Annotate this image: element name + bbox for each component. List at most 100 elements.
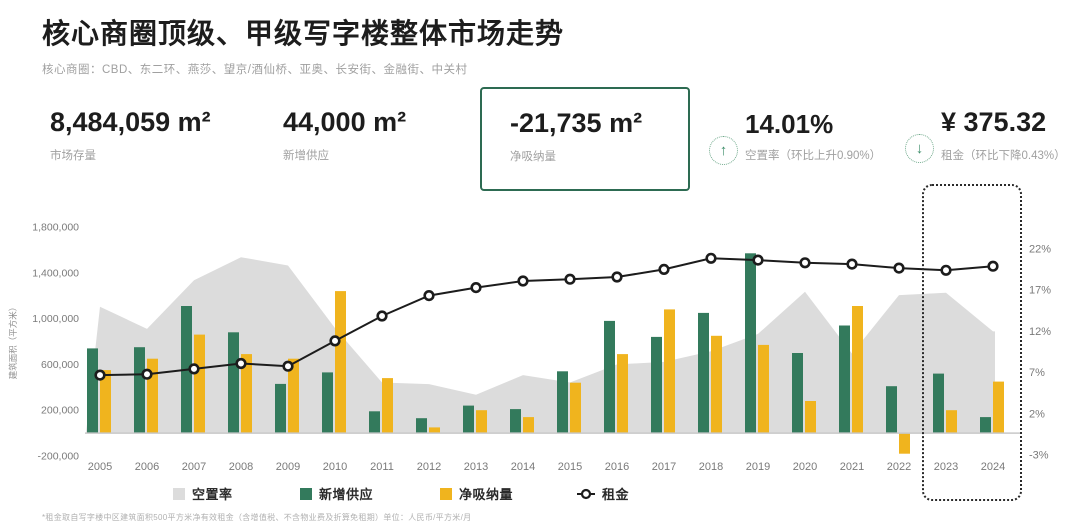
rent-point-2017[interactable] — [658, 263, 670, 276]
legend-item-rent[interactable]: 租金 — [577, 484, 629, 503]
bar-new-supply-2020[interactable] — [792, 353, 803, 434]
bar-net-absorption-2009[interactable] — [288, 358, 299, 434]
bar-new-supply-2009[interactable] — [275, 383, 286, 434]
legend-label: 新增供应 — [319, 487, 374, 502]
rent-point-2013[interactable] — [470, 282, 482, 294]
bar-new-supply-2021[interactable] — [839, 325, 850, 434]
legend-label: 租金 — [602, 487, 630, 502]
bar-new-supply-2014[interactable] — [510, 409, 521, 434]
x-tick-2020: 2020 — [793, 461, 817, 473]
bar-new-supply-2006[interactable] — [134, 347, 145, 434]
rent-point-2006[interactable] — [141, 368, 153, 380]
bar-net-absorption-2011[interactable] — [382, 378, 393, 434]
bar-net-absorption-2017[interactable] — [664, 309, 675, 434]
rent-point-2012[interactable] — [423, 290, 435, 302]
bar-net-absorption-2019[interactable] — [758, 344, 769, 434]
y-right-tick: 12% — [1029, 326, 1051, 338]
page-subtitle: 核心商圈：CBD、东二环、燕莎、望京/酒仙桥、亚奥、长安街、金融街、中关村 — [42, 64, 468, 76]
bar-new-supply-2013[interactable] — [463, 405, 474, 434]
bar-new-supply-2017[interactable] — [651, 336, 662, 434]
bar-new-supply-2022[interactable] — [886, 386, 897, 434]
rent-point-2010[interactable] — [329, 335, 341, 347]
x-tick-2015: 2015 — [558, 461, 582, 473]
rent-point-2018[interactable] — [705, 252, 717, 264]
x-tick-2012: 2012 — [417, 461, 441, 473]
kpi-stock-value: 8,484,059 m² — [50, 107, 211, 137]
rent-line-marker-icon — [577, 488, 595, 499]
kpi-net-absorption-value: -21,735 m² — [510, 108, 643, 138]
bar-net-absorption-2014[interactable] — [523, 417, 534, 434]
rent-point-2007[interactable] — [188, 363, 200, 375]
bar-new-supply-2024[interactable] — [980, 417, 991, 434]
x-tick-2005: 2005 — [88, 461, 112, 473]
rent-line-series[interactable] — [99, 257, 994, 377]
rent-point-2019[interactable] — [752, 254, 764, 266]
y-right-tick: -3% — [1029, 450, 1049, 462]
legend-item-new-supply[interactable]: 新增供应 — [300, 484, 373, 503]
y-left-tick: 1,800,000 — [32, 222, 79, 234]
bar-new-supply-2008[interactable] — [228, 332, 239, 434]
legend-label: 空置率 — [192, 487, 233, 502]
bar-net-absorption-2020[interactable] — [805, 401, 816, 434]
up-arrow-icon: ↑ — [709, 136, 738, 165]
bar-new-supply-2023[interactable] — [933, 373, 944, 434]
rent-point-2008[interactable] — [235, 357, 247, 370]
rent-point-2009[interactable] — [282, 360, 294, 372]
rent-point-2016[interactable] — [611, 271, 623, 283]
kpi-rent-value: ¥ 375.32 — [941, 107, 1047, 137]
footnote: *租金取自写字楼中区建筑面积500平方米净有效租金（含增值税、不含物业费及折算免… — [42, 513, 472, 522]
kpi-new-supply-value: 44,000 m² — [283, 107, 407, 137]
bar-net-absorption-2021[interactable] — [852, 306, 863, 434]
bar-net-absorption-2010[interactable] — [335, 291, 346, 434]
rent-point-2005[interactable] — [94, 369, 106, 381]
x-tick-2006: 2006 — [135, 461, 159, 473]
x-tick-2019: 2019 — [746, 461, 770, 473]
bar-net-absorption-2024[interactable] — [993, 381, 1004, 434]
rent-point-2011[interactable] — [376, 310, 388, 322]
chart-legend: 空置率 新增供应 净吸纳量 租金 — [0, 484, 1080, 502]
down-arrow-glyph: ↓ — [915, 140, 924, 157]
x-tick-2011: 2011 — [370, 461, 394, 473]
rent-point-2021[interactable] — [846, 258, 858, 270]
bar-net-absorption-2016[interactable] — [617, 354, 628, 434]
bar-new-supply-2005[interactable] — [87, 348, 98, 434]
y-axis-title: 建筑面积（平方米） — [8, 303, 18, 380]
bar-net-absorption-2018[interactable] — [711, 335, 722, 434]
legend-label: 净吸纳量 — [459, 487, 514, 502]
bar-net-absorption-2015[interactable] — [570, 382, 581, 434]
bar-net-absorption-2022[interactable] — [899, 433, 910, 454]
kpi-new-supply-label: 新增供应 — [283, 150, 329, 162]
rent-point-2015[interactable] — [564, 273, 576, 285]
x-tick-2023: 2023 — [934, 461, 958, 473]
bar-net-absorption-2012[interactable] — [429, 427, 440, 434]
bar-net-absorption-2005[interactable] — [100, 370, 111, 434]
kpi-net-absorption-box: -21,735 m² 净吸纳量 — [480, 87, 690, 191]
bar-net-absorption-2008[interactable] — [241, 354, 252, 434]
x-tick-2014: 2014 — [511, 461, 535, 473]
rent-point-2014[interactable] — [517, 275, 529, 287]
rent-point-2023[interactable] — [940, 264, 952, 276]
y-left-tick: -200,000 — [38, 451, 80, 463]
rent-point-2024[interactable] — [987, 260, 999, 272]
bar-new-supply-2018[interactable] — [698, 312, 709, 434]
bar-new-supply-2010[interactable] — [322, 372, 333, 434]
x-tick-2022: 2022 — [887, 461, 911, 473]
bar-new-supply-2015[interactable] — [557, 371, 568, 434]
legend-item-vacancy[interactable]: 空置率 — [173, 484, 233, 503]
legend-item-net-absorption[interactable]: 净吸纳量 — [440, 484, 513, 503]
bar-new-supply-2011[interactable] — [369, 411, 380, 434]
kpi-vacancy-label: 空置率（环比上升0.90%） — [745, 150, 882, 162]
bar-new-supply-2019[interactable] — [745, 253, 756, 434]
y-right-tick: 2% — [1029, 408, 1045, 420]
bar-net-absorption-2023[interactable] — [946, 410, 957, 434]
y-left-tick: 200,000 — [41, 405, 79, 417]
bar-net-absorption-2013[interactable] — [476, 410, 487, 434]
bar-net-absorption-2007[interactable] — [194, 334, 205, 434]
rent-point-2020[interactable] — [799, 257, 811, 269]
rent-point-2022[interactable] — [893, 262, 905, 274]
bar-net-absorption-2006[interactable] — [147, 358, 158, 434]
bar-new-supply-2016[interactable] — [604, 320, 615, 434]
bar-new-supply-2012[interactable] — [416, 418, 427, 434]
x-tick-2009: 2009 — [276, 461, 300, 473]
